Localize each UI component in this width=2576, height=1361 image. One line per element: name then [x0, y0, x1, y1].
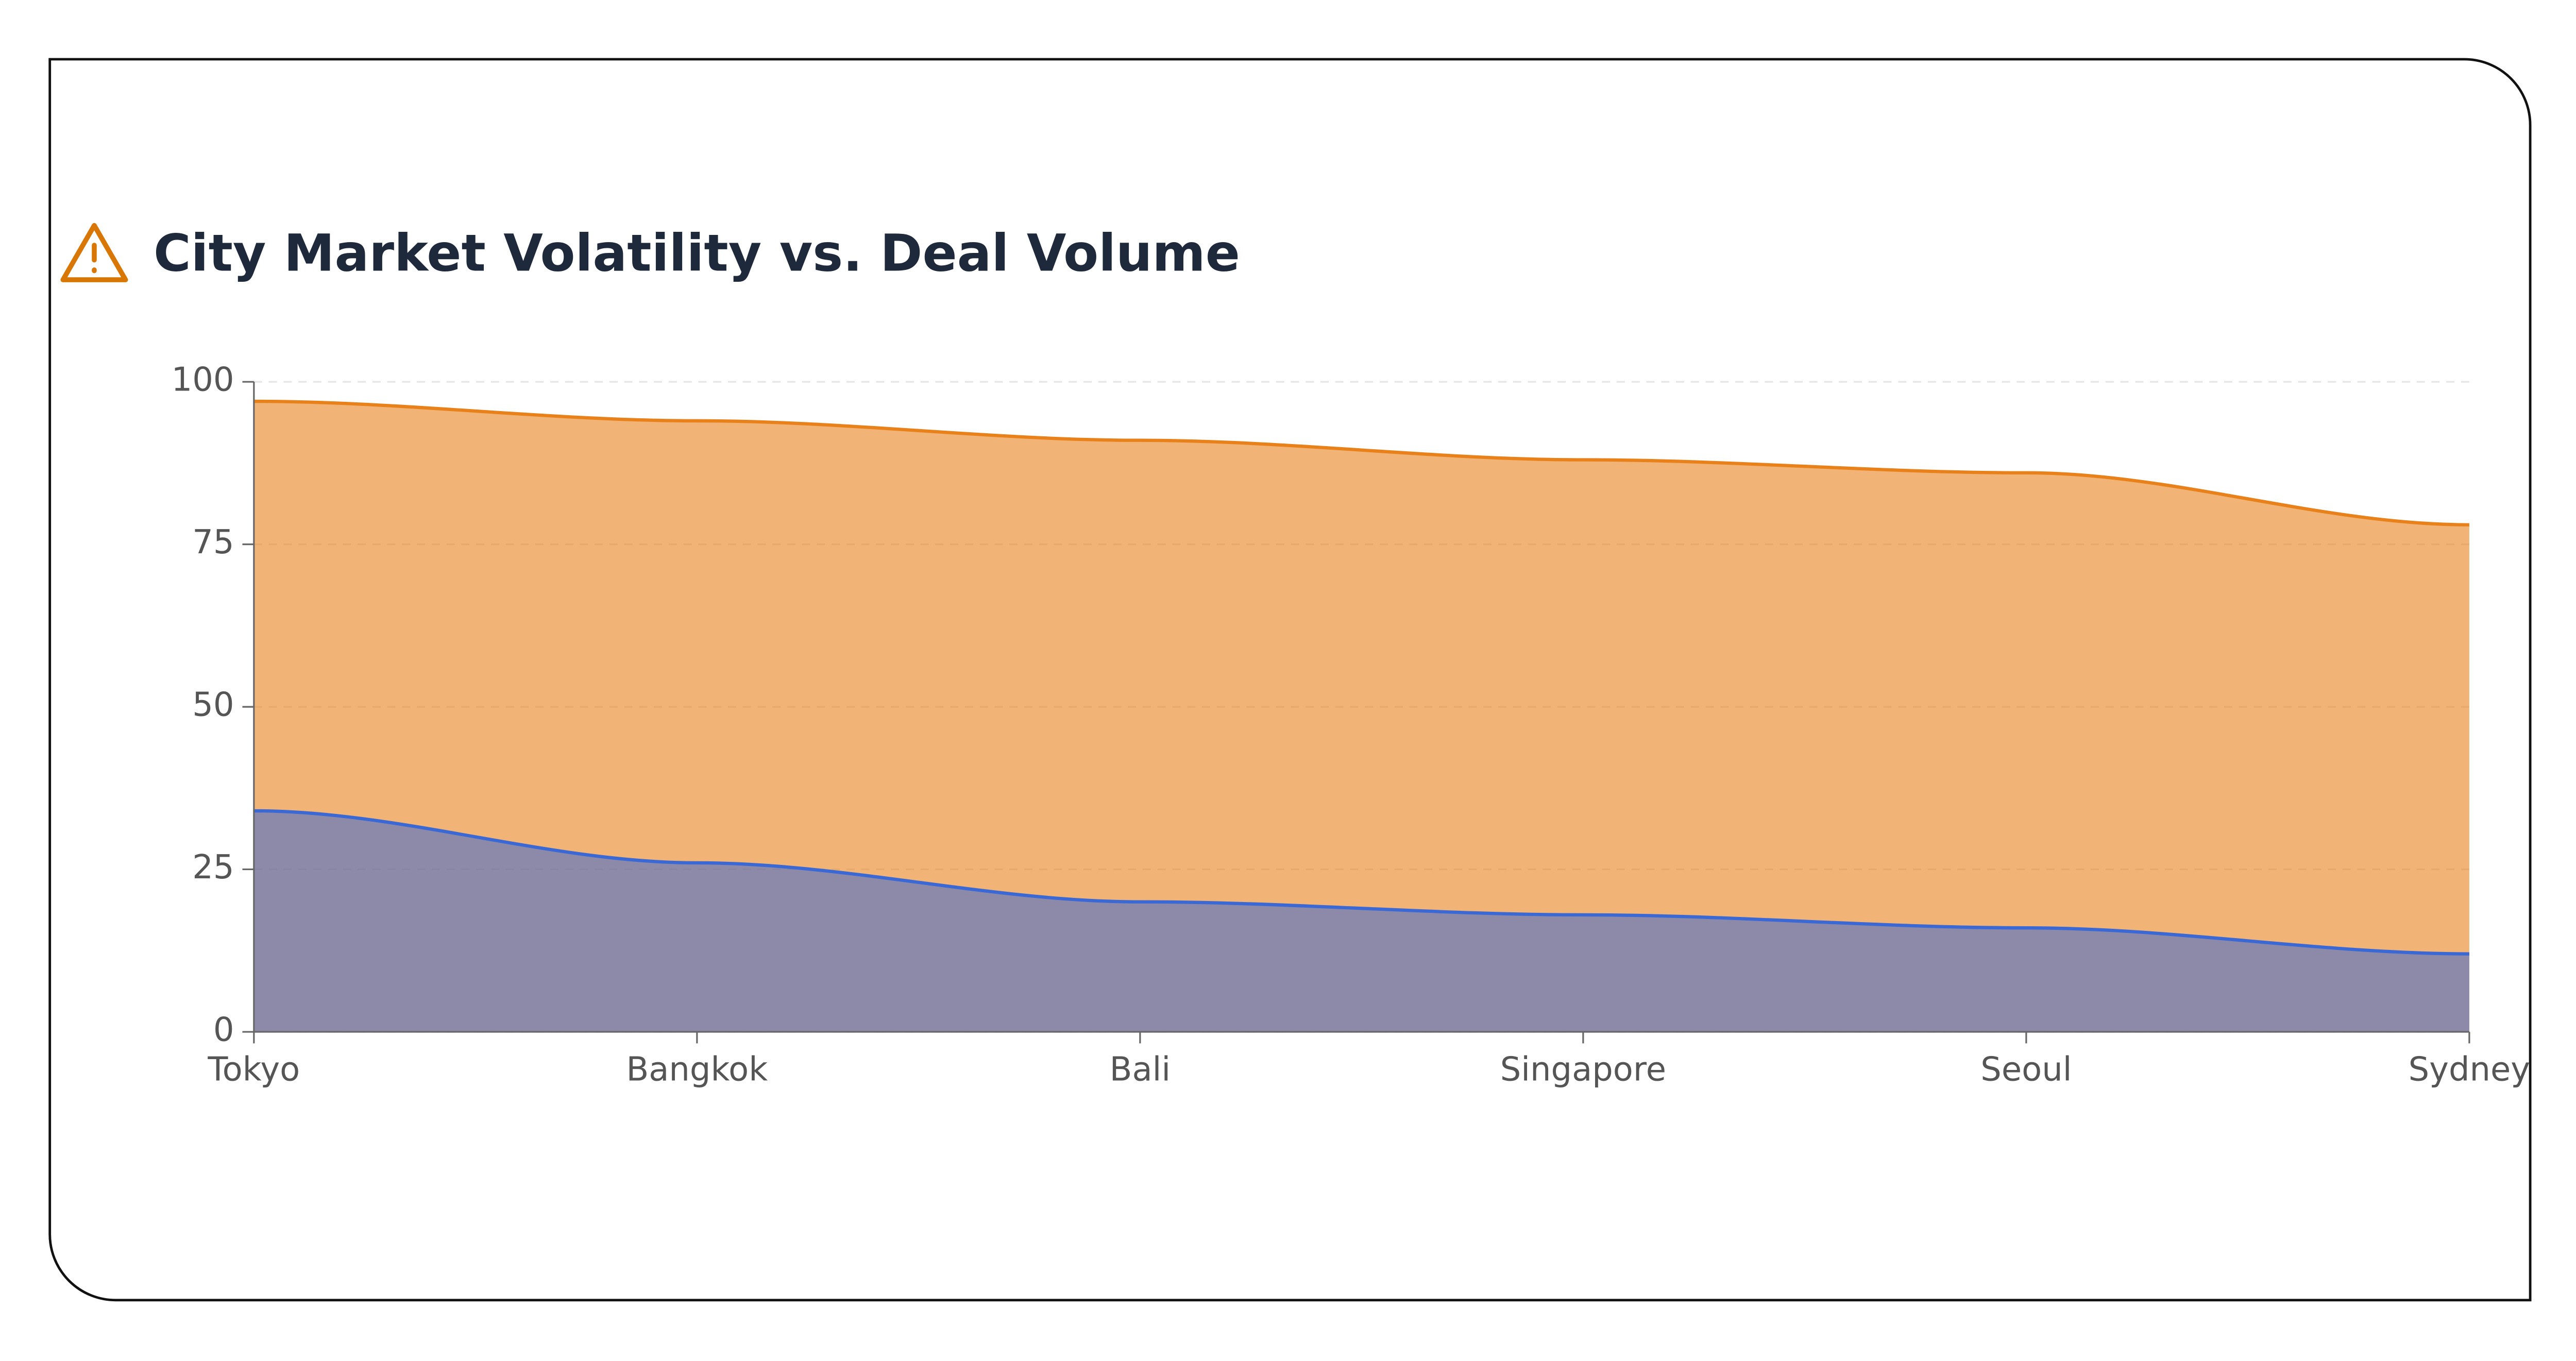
y-tick-label: 100	[172, 361, 234, 399]
area-line	[253, 809, 2469, 956]
y-tick-label: 75	[192, 523, 234, 562]
axes: 0 25 50 75 100 Tokyo Bangkok Bali Singapore Seoul…	[172, 361, 2531, 1089]
area-fill	[253, 811, 2469, 1032]
x-tick-label: Bali	[1110, 1050, 1171, 1088]
x-tick-label: Singapore	[1500, 1050, 1666, 1088]
y-tick-label: 25	[192, 848, 234, 887]
area-line	[253, 399, 2469, 526]
y-tick-label: 50	[192, 686, 234, 724]
x-tick-label: Bangkok	[626, 1050, 768, 1088]
x-tick-label: Seoul	[1980, 1050, 2072, 1088]
warning-icon	[60, 223, 128, 282]
y-tick-label: 0	[213, 1011, 234, 1049]
chart-title: City Market Volatility vs. Deal Volume	[154, 224, 1240, 283]
x-tick-label: Sydney	[2409, 1050, 2530, 1088]
x-tick-label: Tokyo	[207, 1050, 300, 1088]
areas	[253, 399, 2469, 1032]
